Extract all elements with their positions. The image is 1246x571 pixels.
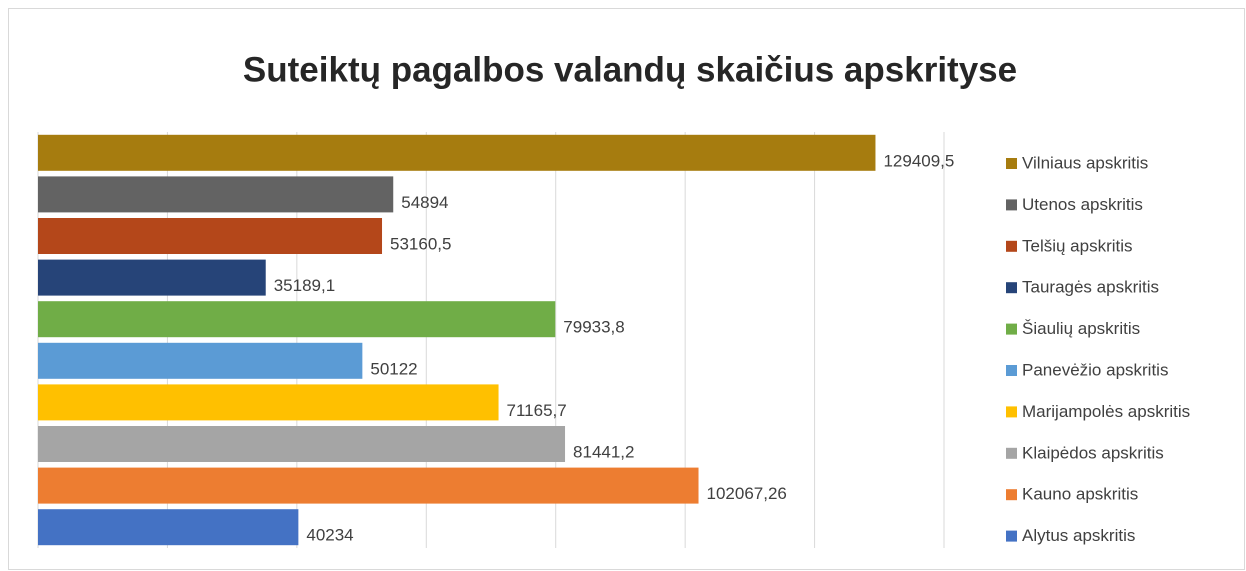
data-label: 129409,5 — [883, 151, 954, 170]
legend-swatch — [1006, 530, 1017, 542]
legend-label: Telšių apskritis — [1022, 236, 1133, 255]
bar — [38, 509, 299, 546]
data-label: 71165,7 — [507, 401, 567, 420]
bar — [38, 342, 363, 379]
data-label: 35189,1 — [274, 276, 335, 295]
legend-label: Šiaulių apskritis — [1022, 319, 1140, 338]
legend-label: Kauno apskritis — [1022, 485, 1138, 504]
legend-swatch — [1006, 406, 1017, 418]
legend-swatch — [1006, 365, 1017, 376]
bar — [38, 218, 383, 254]
legend-swatch — [1006, 447, 1017, 459]
data-label: 40234 — [306, 526, 353, 545]
bar — [38, 259, 266, 296]
legend-label: Klaipėdos apskritis — [1022, 443, 1164, 462]
bar — [38, 426, 566, 462]
legend-swatch — [1006, 282, 1017, 294]
data-label: 54894 — [401, 193, 448, 212]
bar — [38, 384, 499, 421]
data-label: 50122 — [370, 359, 417, 378]
bar — [38, 176, 394, 213]
legend-swatch — [1006, 158, 1017, 169]
data-label: 102067,26 — [707, 484, 787, 503]
legend-swatch — [1006, 199, 1017, 211]
legend-label: Vilniaus apskritis — [1022, 153, 1148, 172]
legend-label: Alytus apskritis — [1022, 526, 1135, 545]
legend-label: Utenos apskritis — [1022, 195, 1143, 214]
chart-title: Suteiktų pagalbos valandų skaičius apskr… — [243, 50, 1017, 89]
legend-label: Tauragės apskritis — [1022, 278, 1159, 297]
legend-label: Marijampolės apskritis — [1022, 402, 1190, 421]
data-label: 53160,5 — [390, 234, 451, 253]
bar — [38, 301, 556, 338]
legend-swatch — [1006, 240, 1017, 252]
legend-label: Panevėžio apskritis — [1022, 360, 1168, 379]
legend-swatch — [1006, 489, 1017, 501]
legend-swatch — [1006, 323, 1017, 335]
bar — [38, 467, 699, 504]
data-label: 81441,2 — [573, 442, 634, 461]
bar — [38, 134, 876, 171]
data-label: 79933,8 — [563, 318, 624, 337]
